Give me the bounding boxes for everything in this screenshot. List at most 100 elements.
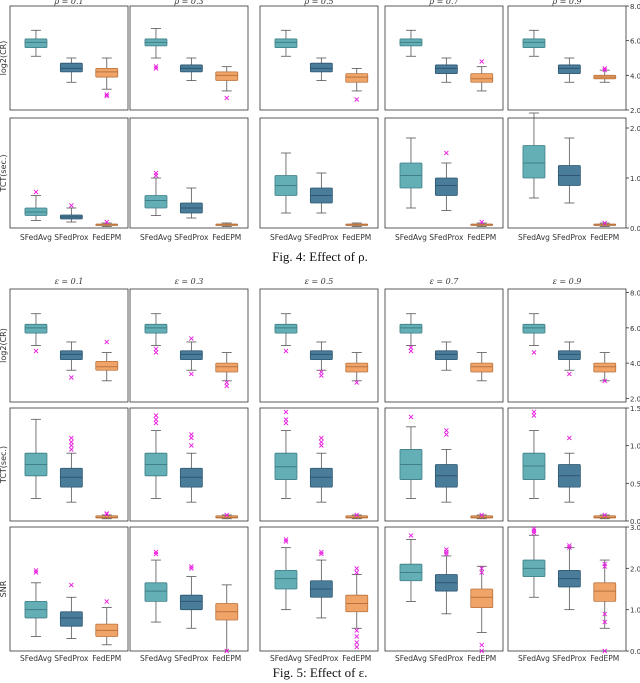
fig5-sfedavg-box	[274, 323, 298, 334]
fig4-sfedprox-outlier: ×	[443, 149, 450, 158]
fig5-sfedavg-box	[399, 323, 423, 334]
fig4-ytick-label: 4.0	[630, 72, 640, 80]
fig5-sfedavg-outlier: ×	[531, 527, 538, 536]
fig5-sfedprox-outlier: ×	[443, 547, 450, 556]
fig5-sfedprox-box	[557, 350, 581, 361]
fig4-ytick-label: 1.0	[630, 175, 640, 183]
fig5-sfedavg-outlier: ×	[408, 531, 415, 540]
fig5-sfedavg-outlier: ×	[153, 348, 160, 357]
fig5-category-label: FedEPM	[92, 654, 121, 663]
fig5-fedepm-outlier: ×	[353, 378, 360, 387]
fig5-ytick-label: 3.0	[630, 524, 640, 532]
fig4-panel-frame	[384, 117, 504, 229]
fig4-fedepm-outlier: ×	[103, 90, 110, 99]
fig5-sfedprox-outlier: ×	[318, 547, 325, 556]
fig5-fedepm-outlier: ×	[353, 626, 360, 635]
fig5-sfedavg-outlier: ×	[531, 411, 538, 420]
fig5-category-label: SFedProx	[174, 654, 209, 663]
fig5-sfedprox-box	[59, 350, 83, 361]
fig4-panel-frame	[384, 5, 504, 111]
fig5-sfedprox-outlier: ×	[566, 369, 573, 378]
fig4-sfedavg-box	[522, 38, 546, 49]
fig5-fedepm-outlier: ×	[478, 647, 485, 656]
fig5-ytick-label: 1.0	[630, 443, 640, 451]
fig5-fedepm-outlier: ×	[478, 564, 485, 573]
fig4-sfedavg-box	[274, 38, 298, 49]
fig5-ytick-label: 0.0	[630, 518, 640, 526]
fig5-panel-frame	[259, 526, 379, 652]
fig4-sfedavg-box	[144, 195, 168, 209]
fig5-sfedavg-outlier: ×	[283, 415, 290, 424]
fig5-fedepm-box	[95, 360, 119, 371]
fig5-sfedprox-outlier: ×	[318, 434, 325, 443]
fig5-fedepm-outlier: ×	[601, 618, 608, 627]
fig5-category-label: SFedProx	[54, 654, 89, 663]
fig5-sfedprox-outlier: ×	[188, 434, 195, 443]
fig5-ytick-label: 2.0	[630, 565, 640, 573]
fig4-category-label: FedEPM	[467, 233, 496, 242]
fig4-panel-title: ρ = 0.1	[53, 0, 83, 6]
fig4-category-label: FedEPM	[342, 233, 371, 242]
fig5-ylabel: log2(CR)	[0, 328, 8, 363]
fig5-fedepm-outlier: ×	[223, 378, 230, 387]
fig5-sfedprox-box	[179, 594, 203, 611]
fig4-ylabel: log2(CR)	[0, 41, 8, 76]
fig5-panel-title: ε = 0.3	[175, 277, 204, 286]
fig4-sfedavg-outlier: ×	[153, 64, 160, 73]
fig4-fedepm-box	[345, 73, 369, 83]
fig5-sfedavg-outlier: ×	[531, 525, 538, 534]
fig4-fedepm-outlier: ×	[601, 66, 608, 75]
fig5-category-label: FedEPM	[590, 654, 619, 663]
fig5-fedepm-box	[215, 362, 239, 373]
fig4-category-label: SFedProx	[304, 233, 339, 242]
fig4-ytick-label: 0.0	[630, 225, 640, 233]
fig5-ytick-label: 1.0	[630, 607, 640, 615]
fig4-fedepm-outlier: ×	[353, 95, 360, 104]
fig5-sfedavg-box	[144, 582, 168, 602]
fig5-sfedavg-outlier: ×	[408, 346, 415, 355]
fig4-sfedavg-box	[24, 38, 48, 49]
fig4-panel-frame	[507, 117, 627, 229]
fig5-fedepm-outlier: ×	[601, 510, 608, 519]
fig5-sfedprox-outlier: ×	[566, 434, 573, 443]
fig5-sfedavg-box	[274, 570, 298, 590]
fig5-sfedprox-outlier: ×	[318, 441, 325, 450]
fig5-sfedprox-outlier: ×	[443, 549, 450, 558]
fig5-sfedprox-outlier: ×	[318, 371, 325, 380]
fig5-fedepm-outlier: ×	[103, 337, 110, 346]
fig5-ytick-label: 8.0	[630, 290, 640, 298]
fig5-panel-frame	[9, 526, 129, 652]
fig5-fedepm-box	[593, 582, 617, 602]
fig5-ylabel: TCT(sec.)	[0, 446, 8, 484]
fig5-panel-frame	[259, 407, 379, 522]
fig5-fedepm-outlier: ×	[601, 647, 608, 656]
fig5-sfedprox-box	[434, 350, 458, 361]
fig5-panel-title: ε = 0.5	[305, 277, 334, 286]
fig5-ylabel: SNR	[0, 580, 8, 597]
fig5-category-label: SFedProx	[429, 654, 464, 663]
fig5-panel-frame	[129, 288, 249, 403]
fig5-sfedprox-outlier: ×	[318, 437, 325, 446]
fig4-panel-title: ρ = 0.7	[428, 0, 459, 6]
fig5-sfedavg-outlier: ×	[283, 537, 290, 546]
fig5-category-label: SFedAvg	[140, 654, 172, 663]
fig5-fedepm-box	[345, 362, 369, 373]
fig5-fedepm-outlier: ×	[103, 510, 110, 519]
fig5-fedepm-outlier: ×	[601, 560, 608, 569]
fig4-ytick-label: 2.0	[630, 107, 640, 115]
fig5-fedepm-outlier: ×	[601, 609, 608, 618]
fig5-ytick-label: 2.0	[630, 395, 640, 403]
fig5-sfedavg-box	[144, 323, 168, 334]
fig5-fedepm-outlier: ×	[223, 382, 230, 391]
fig5-category-label: SFedAvg	[518, 654, 550, 663]
fig5-category-label: SFedProx	[304, 654, 339, 663]
fig5-sfedavg-outlier: ×	[531, 348, 538, 357]
fig5-fedepm-box	[470, 362, 494, 373]
fig5-sfedprox-outlier: ×	[566, 541, 573, 550]
fig5-fedepm-outlier: ×	[601, 562, 608, 571]
fig5-category-label: FedEPM	[212, 654, 241, 663]
fig5-fedepm-outlier: ×	[103, 597, 110, 606]
fig4-category-label: FedEPM	[92, 233, 121, 242]
fig5-sfedavg-outlier: ×	[283, 346, 290, 355]
